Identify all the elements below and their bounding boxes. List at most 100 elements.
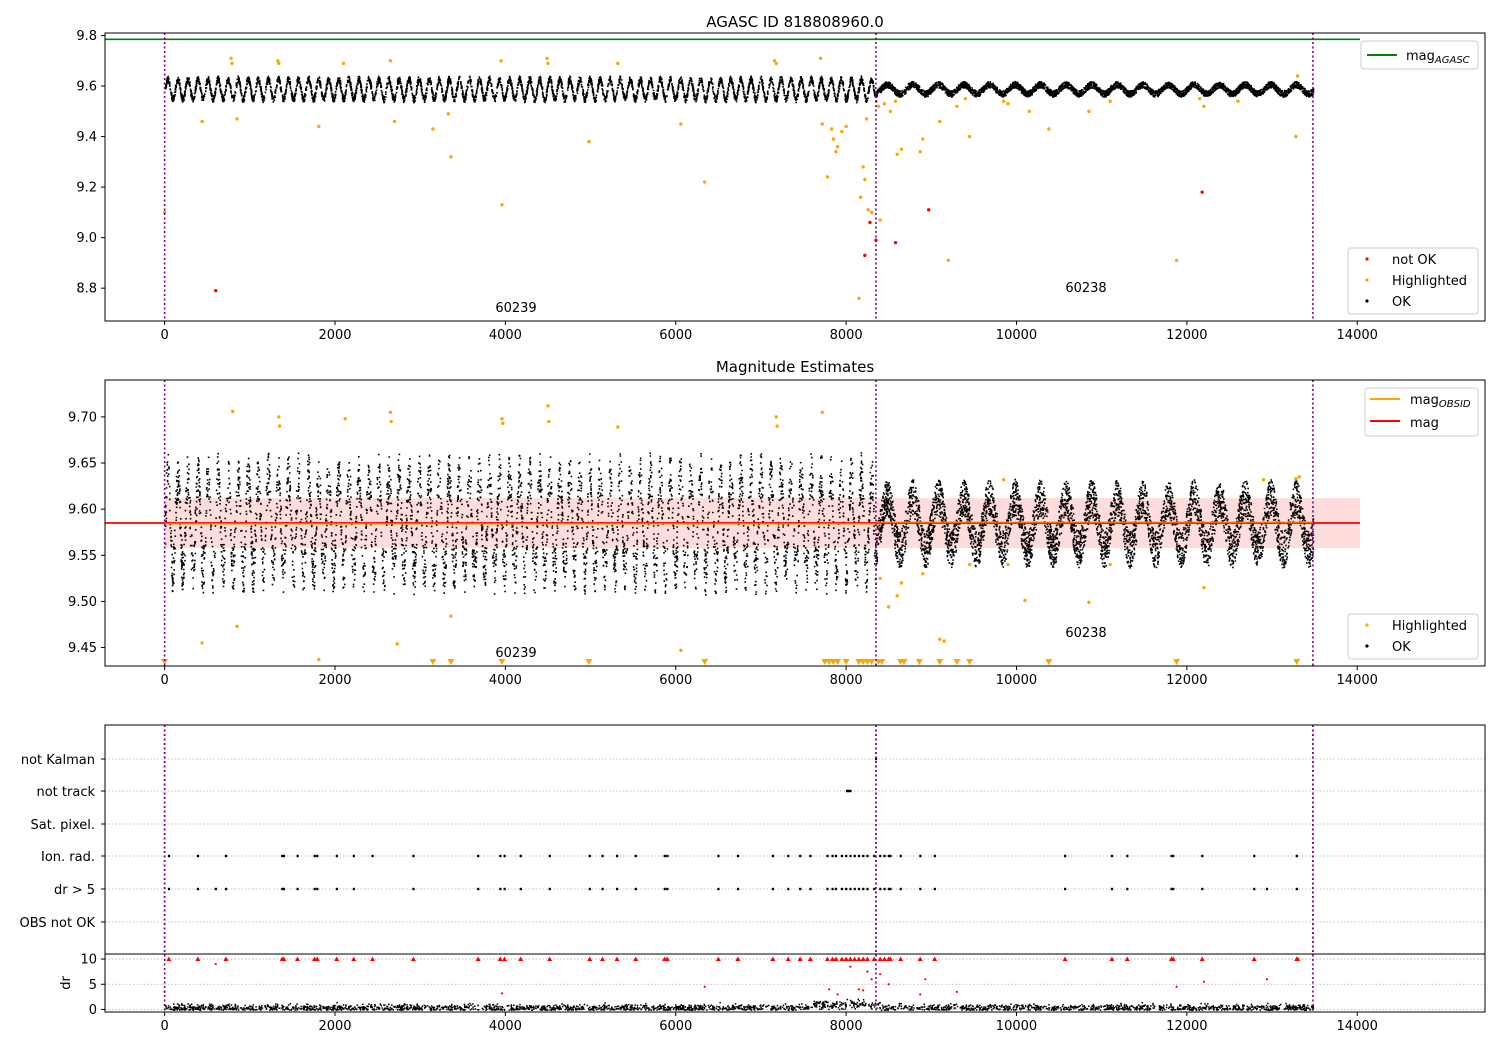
panel1-ticks: 0 2000 4000 6000 8000 10000 12000 14000 8.8 9.0 9.… [76,29,1378,343]
x-tick-label: 14000 [1337,673,1378,688]
flag-point [866,887,869,891]
y-tick-label: 9.60 [68,503,97,518]
dr-capped-marker [502,956,508,962]
flag-point [634,854,637,858]
dr-capped-marker [881,956,887,962]
flag-point [849,854,852,858]
highlighted-point [869,210,874,215]
flag-point [717,887,720,891]
dr-outlier-point [866,970,869,973]
x-tick-label: 4000 [489,328,522,343]
flag-point [1201,854,1204,858]
highlighted-point [1002,477,1006,482]
flag-point [313,854,316,858]
flag-point [736,887,740,891]
flag-point [352,887,355,891]
flag-point [282,887,286,891]
dr-capped-marker [735,956,741,962]
dr-capped-marker [1170,956,1176,962]
x-tick-label: 0 [160,673,168,688]
highlighted-point [878,218,882,222]
flag-point [477,887,480,891]
highlighted-point [844,124,848,129]
dr-outlier-point [827,988,831,991]
highlighted-below-marker [915,659,923,665]
highlighted-point [1197,96,1202,101]
highlighted-point [317,657,321,662]
y-tick-label: 9.2 [76,181,97,196]
highlighted-point [616,61,620,66]
flag-point [634,887,637,891]
highlighted-point [963,96,968,101]
panel2-obsid-label-2: 60238 [1065,626,1106,641]
flag-point [1126,854,1129,858]
x-tick-label: 0 [160,1019,168,1034]
dr-capped-marker [295,956,301,962]
panel3-ticks [101,758,105,923]
flag-point [588,887,591,891]
x-tick-label: 10000 [996,328,1037,343]
dr-outlier-point [924,978,927,981]
highlighted-point [774,61,778,66]
y-tick-label: 9.55 [68,549,97,564]
x-tick-label: 2000 [318,1019,351,1034]
highlighted-point [895,152,899,156]
flag-label-sat-pixel: Sat. pixel. [31,818,95,833]
highlighted-below-marker [834,659,842,665]
dr-outlier-point [1175,985,1178,988]
legend-ok: OK [1392,295,1411,310]
flag-label-obs-not-ok: OBS not OK [20,916,96,931]
dr-capped-marker [856,956,862,962]
dr-capped-marker [887,956,893,962]
highlighted-point [449,155,453,159]
dr-capped-marker [475,956,481,962]
highlighted-point [1023,598,1027,603]
flag-point [224,854,228,858]
dr-capped-marker [1295,956,1301,962]
highlighted-point [200,119,204,124]
dr-capped-marker [351,956,357,962]
flag-point [1172,887,1175,891]
flag-point [845,887,848,891]
x-tick-label: 14000 [1337,1019,1378,1034]
not-ok-point [1200,190,1204,194]
dr-capped-marker [877,956,883,962]
panel2-legend-top: magOBSID mag [1364,387,1479,437]
flag-point [352,854,355,858]
panel1-obsid-label-2: 60238 [1065,281,1106,296]
highlighted-point [918,150,922,154]
dr-capped-marker [369,956,375,962]
highlighted-below-marker [1173,659,1181,665]
flag-point [316,854,319,858]
flag-point [834,887,838,891]
flag-point [834,854,838,858]
highlighted-point [277,415,281,419]
y-tick-label: 9.8 [76,29,97,44]
highlighted-below-marker [878,659,886,665]
flag-point [601,854,604,858]
dr-ok-points [164,998,1315,1011]
highlighted-point [878,576,882,581]
flag-point [281,887,284,891]
flag-point [167,854,171,858]
dr-capped-marker [715,956,721,962]
highlighted-point [1047,127,1051,131]
highlighted-point [1087,109,1091,114]
dr-outlier-point [836,993,839,996]
flag-point [296,887,299,891]
highlighted-below-marker [701,659,709,665]
highlighted-below-marker [900,659,908,665]
flag-point [519,854,522,858]
highlighted-point [343,417,347,421]
highlighted-point [277,424,282,428]
dr-capped-marker [864,956,870,962]
dr-capped-marker [1199,956,1205,962]
highlighted-point [1202,585,1206,590]
flag-point [787,854,790,858]
flag-point [831,887,834,891]
highlighted-point [235,624,239,629]
flag-point [831,854,834,858]
highlighted-point [1174,258,1179,263]
highlighted-point [831,137,836,141]
legend-mag: mag [1410,416,1439,431]
